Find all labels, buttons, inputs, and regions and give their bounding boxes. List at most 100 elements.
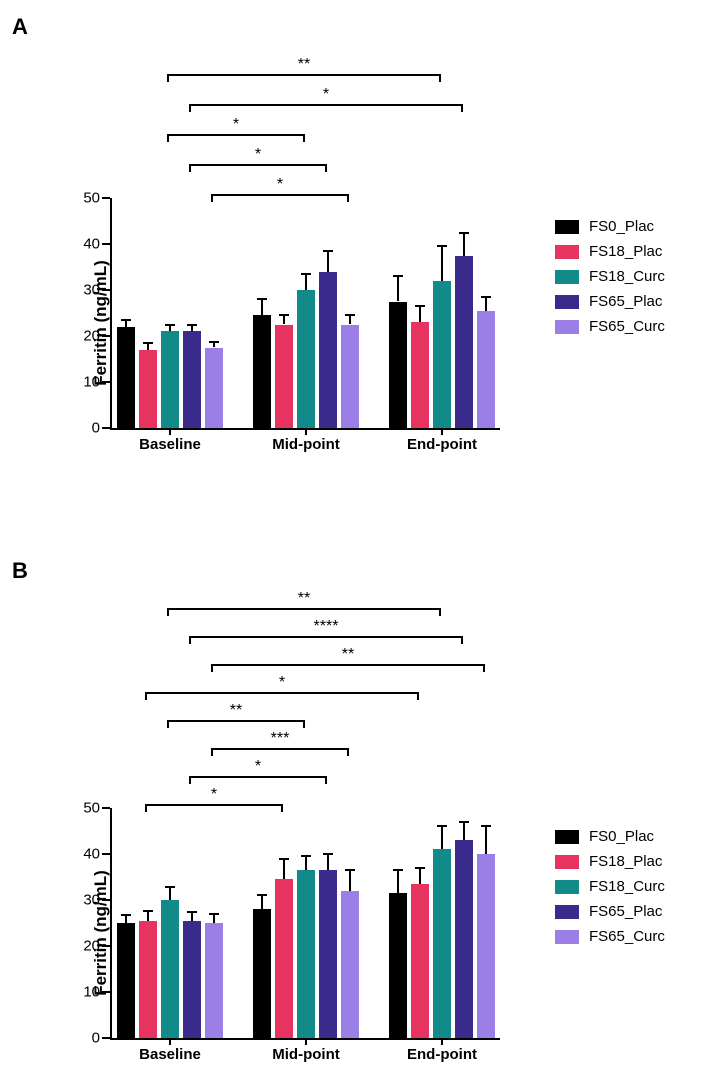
y-axis-label: Ferritin (ng/mL) [91,260,111,386]
error-bar [125,915,127,923]
significance-drop [211,748,213,756]
significance-bracket [190,104,462,106]
legend-item: FS0_Plac [555,828,665,845]
significance-label: ** [230,703,242,719]
error-bar [169,325,171,332]
error-bar [305,856,307,870]
significance-bracket [146,692,418,694]
legend-item: FS65_Curc [555,928,665,945]
significance-label: * [277,177,283,193]
significance-bracket [190,164,326,166]
bar [253,909,271,1038]
figure-root: A01020304050BaselineMid-pointEnd-pointFe… [0,0,728,1074]
bar [205,923,223,1038]
x-tick [169,1038,171,1045]
bar [411,322,429,428]
significance-drop [167,720,169,728]
legend-label: FS65_Plac [589,903,662,920]
significance-label: **** [314,619,339,635]
significance-drop [167,74,169,82]
significance-drop [347,748,349,756]
significance-label: * [323,87,329,103]
bar [455,256,473,429]
legend-label: FS18_Plac [589,853,662,870]
error-bar [463,822,465,840]
error-bar [327,251,329,272]
significance-drop [189,776,191,784]
error-cap [345,314,355,316]
significance-label: * [255,147,261,163]
error-bar [283,315,285,324]
legend-item: FS65_Curc [555,318,665,335]
error-bar [441,246,443,281]
x-tick [441,428,443,435]
significance-drop [439,74,441,82]
error-cap [437,825,447,827]
legend-swatch [555,880,579,894]
error-bar [397,870,399,893]
error-bar [191,325,193,332]
error-cap [209,341,219,343]
bar [297,290,315,428]
bar [341,325,359,429]
error-bar [125,320,127,327]
error-bar [261,299,263,315]
error-cap [415,867,425,869]
legend-swatch [555,295,579,309]
bar [275,325,293,429]
error-cap [437,245,447,247]
y-tick-label: 50 [83,190,112,207]
legend-label: FS65_Plac [589,293,662,310]
error-bar [213,914,215,923]
x-tick [441,1038,443,1045]
legend-label: FS18_Curc [589,268,665,285]
significance-label: * [211,787,217,803]
legend-label: FS0_Plac [589,828,654,845]
bar [477,311,495,428]
legend-label: FS65_Curc [589,928,665,945]
significance-drop [211,664,213,672]
significance-drop [189,164,191,172]
significance-drop [281,804,283,812]
error-bar [419,306,421,322]
significance-label: ** [298,57,310,73]
legend-swatch [555,220,579,234]
y-tick-label: 50 [83,800,112,817]
error-bar [283,859,285,880]
panel-label: A [12,14,28,40]
y-tick-label: 0 [92,420,112,437]
significance-bracket [168,74,440,76]
x-tick [305,428,307,435]
error-bar [261,895,263,909]
bar [139,921,157,1038]
legend-swatch [555,270,579,284]
error-bar [441,826,443,849]
y-tick-label: 40 [83,236,112,253]
error-cap [393,275,403,277]
error-cap [323,250,333,252]
y-axis-label: Ferritin (ng/mL) [91,870,111,996]
error-cap [481,296,491,298]
bar [253,315,271,428]
error-cap [481,825,491,827]
error-bar [349,870,351,891]
significance-drop [483,664,485,672]
legend-swatch [555,245,579,259]
significance-drop [303,134,305,142]
x-tick [305,1038,307,1045]
legend-swatch [555,905,579,919]
error-bar [147,911,149,921]
error-cap [257,894,267,896]
error-bar [147,343,149,350]
error-bar [169,887,171,900]
significance-drop [347,194,349,202]
significance-drop [417,692,419,700]
legend: FS0_PlacFS18_PlacFS18_CurcFS65_PlacFS65_… [555,218,665,343]
significance-drop [303,720,305,728]
significance-label: * [233,117,239,133]
error-cap [187,324,197,326]
bar [161,900,179,1038]
legend-item: FS18_Curc [555,878,665,895]
significance-bracket [190,636,462,638]
bar [389,893,407,1038]
